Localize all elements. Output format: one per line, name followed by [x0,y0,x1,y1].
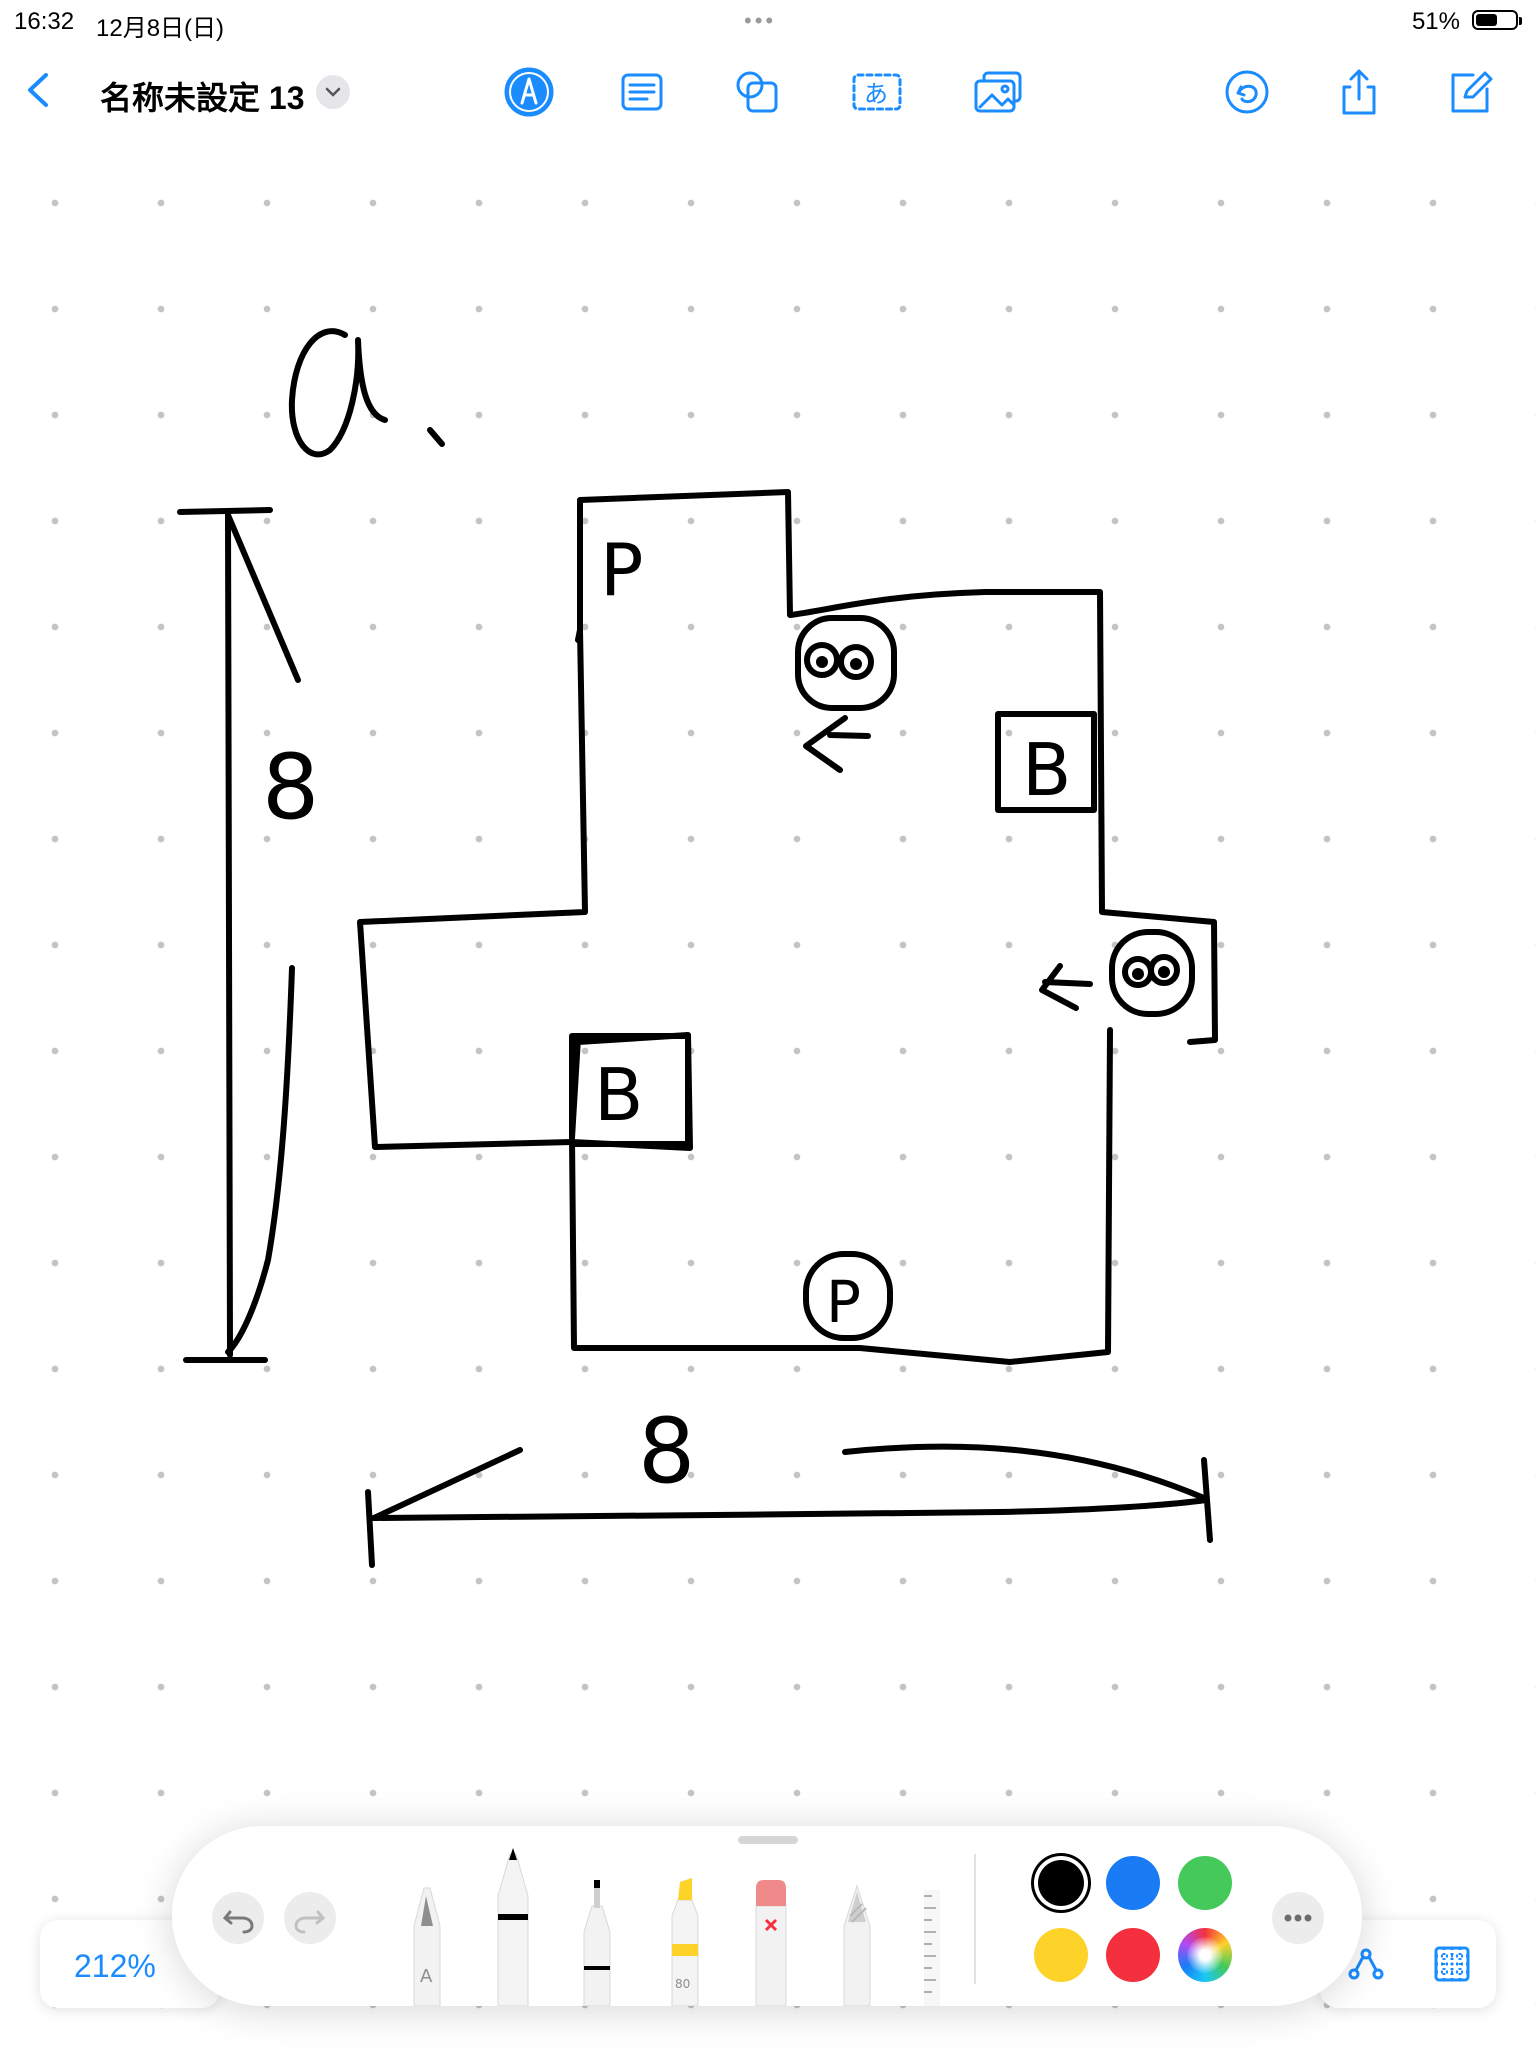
redo-icon[interactable] [284,1892,336,1944]
marker-pen[interactable] [488,1846,538,2006]
lasso-shape-icon[interactable] [1344,1942,1388,1986]
svg-text:あ: あ [864,80,888,108]
text-icon[interactable]: あ [850,65,904,119]
highlighter[interactable]: 80 [660,1876,710,2006]
fineliner-pen[interactable] [572,1876,622,2006]
zoom-label: 212% [74,1948,156,1984]
pencil[interactable] [832,1876,882,2006]
nav-toolbar: 名称未設定 13 あ [0,55,1536,125]
color-black[interactable] [1038,1860,1084,1906]
label-p-bottom: P [826,1268,861,1336]
handwritten-a [288,328,388,458]
label-b-top: B [1022,728,1071,812]
media-icon[interactable] [972,65,1026,119]
multitasking-dots[interactable]: ••• [744,8,777,33]
battery-percent: 51% [1411,8,1460,35]
palette-separator [974,1854,976,1984]
status-date: 12月8日(日) [96,15,225,42]
compose-icon[interactable] [1443,65,1497,119]
shapes-icon[interactable] [730,65,784,119]
color-red[interactable] [1106,1928,1160,1982]
color-wheel-icon[interactable] [1178,1928,1232,1982]
battery-icon [1472,10,1522,30]
ellipsis-icon[interactable] [1272,1892,1324,1944]
svg-text:A: A [420,1966,433,1987]
svg-text:80: 80 [675,1977,690,1991]
grid-icon[interactable] [1430,1942,1474,1986]
dimension-horizontal: 8 [638,1399,695,1504]
ruler[interactable] [918,1876,948,2006]
chevron-down-icon[interactable] [316,75,350,109]
b-box-top [995,711,1097,813]
b-box-bottom [569,1033,691,1147]
undo-icon[interactable] [212,1892,264,1944]
label-p-top: P [600,528,643,612]
tool-palette: A 80 [172,1826,1362,2006]
share-icon[interactable] [1332,65,1386,119]
color-green[interactable] [1178,1856,1232,1910]
monoline-pen[interactable]: A [402,1876,452,2006]
board-title[interactable]: 名称未設定 13 [100,80,305,116]
chevron-left-icon[interactable] [18,65,62,115]
pen-tool-icon[interactable] [502,65,556,119]
text-box-icon[interactable] [615,65,669,119]
dimension-vertical: 8 [262,735,319,840]
collaborate-icon[interactable] [1220,65,1274,119]
color-blue[interactable] [1106,1856,1160,1910]
status-time: 16:32 [14,8,75,35]
label-b-bottom: B [594,1053,643,1137]
floor-outline [357,489,1218,1365]
palette-grabber[interactable] [738,1836,798,1844]
color-yellow[interactable] [1034,1928,1088,1982]
eraser[interactable] [746,1876,796,2006]
canvas[interactable] [0,140,1536,2048]
status-bar: 16:32 12月8日(日) ••• 51% [0,0,1536,42]
